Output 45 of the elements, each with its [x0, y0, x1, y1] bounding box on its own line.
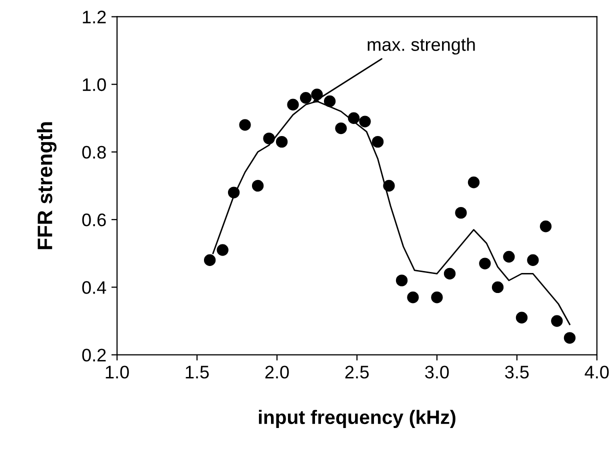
point — [564, 332, 576, 344]
point — [359, 116, 371, 128]
x-tick-label: 1.5 — [186, 366, 209, 378]
point — [216, 244, 228, 256]
y-tick-label: 1.0 — [82, 78, 106, 92]
x-tick-label: 4.0 — [584, 366, 609, 378]
x-tick-label: 1.0 — [106, 366, 129, 378]
point — [540, 220, 552, 232]
y-tick-label: 0.8 — [82, 146, 106, 159]
point — [431, 292, 443, 304]
point — [455, 206, 467, 219]
point — [479, 258, 491, 270]
point — [372, 136, 384, 148]
point — [492, 281, 504, 294]
annotation: max. strength — [368, 38, 475, 55]
point — [516, 312, 528, 324]
point — [407, 292, 419, 304]
x-tick-label: 3.0 — [425, 366, 449, 378]
point — [228, 186, 240, 198]
point — [503, 250, 515, 263]
point — [444, 268, 456, 280]
point — [396, 274, 408, 286]
point — [551, 315, 563, 327]
y-tick-label: 0.6 — [82, 214, 106, 226]
point — [468, 176, 480, 188]
point — [204, 254, 216, 266]
point — [383, 180, 395, 192]
y-axis-title: FFR strength — [37, 122, 57, 250]
y-tick-label: 1.2 — [82, 10, 106, 24]
point — [239, 119, 251, 131]
point — [527, 254, 539, 266]
point — [324, 95, 336, 108]
point — [276, 136, 288, 148]
y-tick-label: 0.4 — [82, 281, 106, 294]
x-tick-label: 3.5 — [505, 366, 529, 378]
point — [348, 112, 360, 124]
point — [335, 122, 347, 134]
point — [300, 92, 312, 104]
point — [252, 180, 264, 192]
point — [287, 98, 299, 110]
x-tick-label: 2.5 — [345, 366, 369, 378]
point — [263, 132, 275, 144]
y-tick-label: 0.2 — [82, 348, 106, 362]
x-axis-title: input frequency (kHz) — [258, 410, 456, 428]
x-tick-label: 2.0 — [265, 366, 289, 378]
